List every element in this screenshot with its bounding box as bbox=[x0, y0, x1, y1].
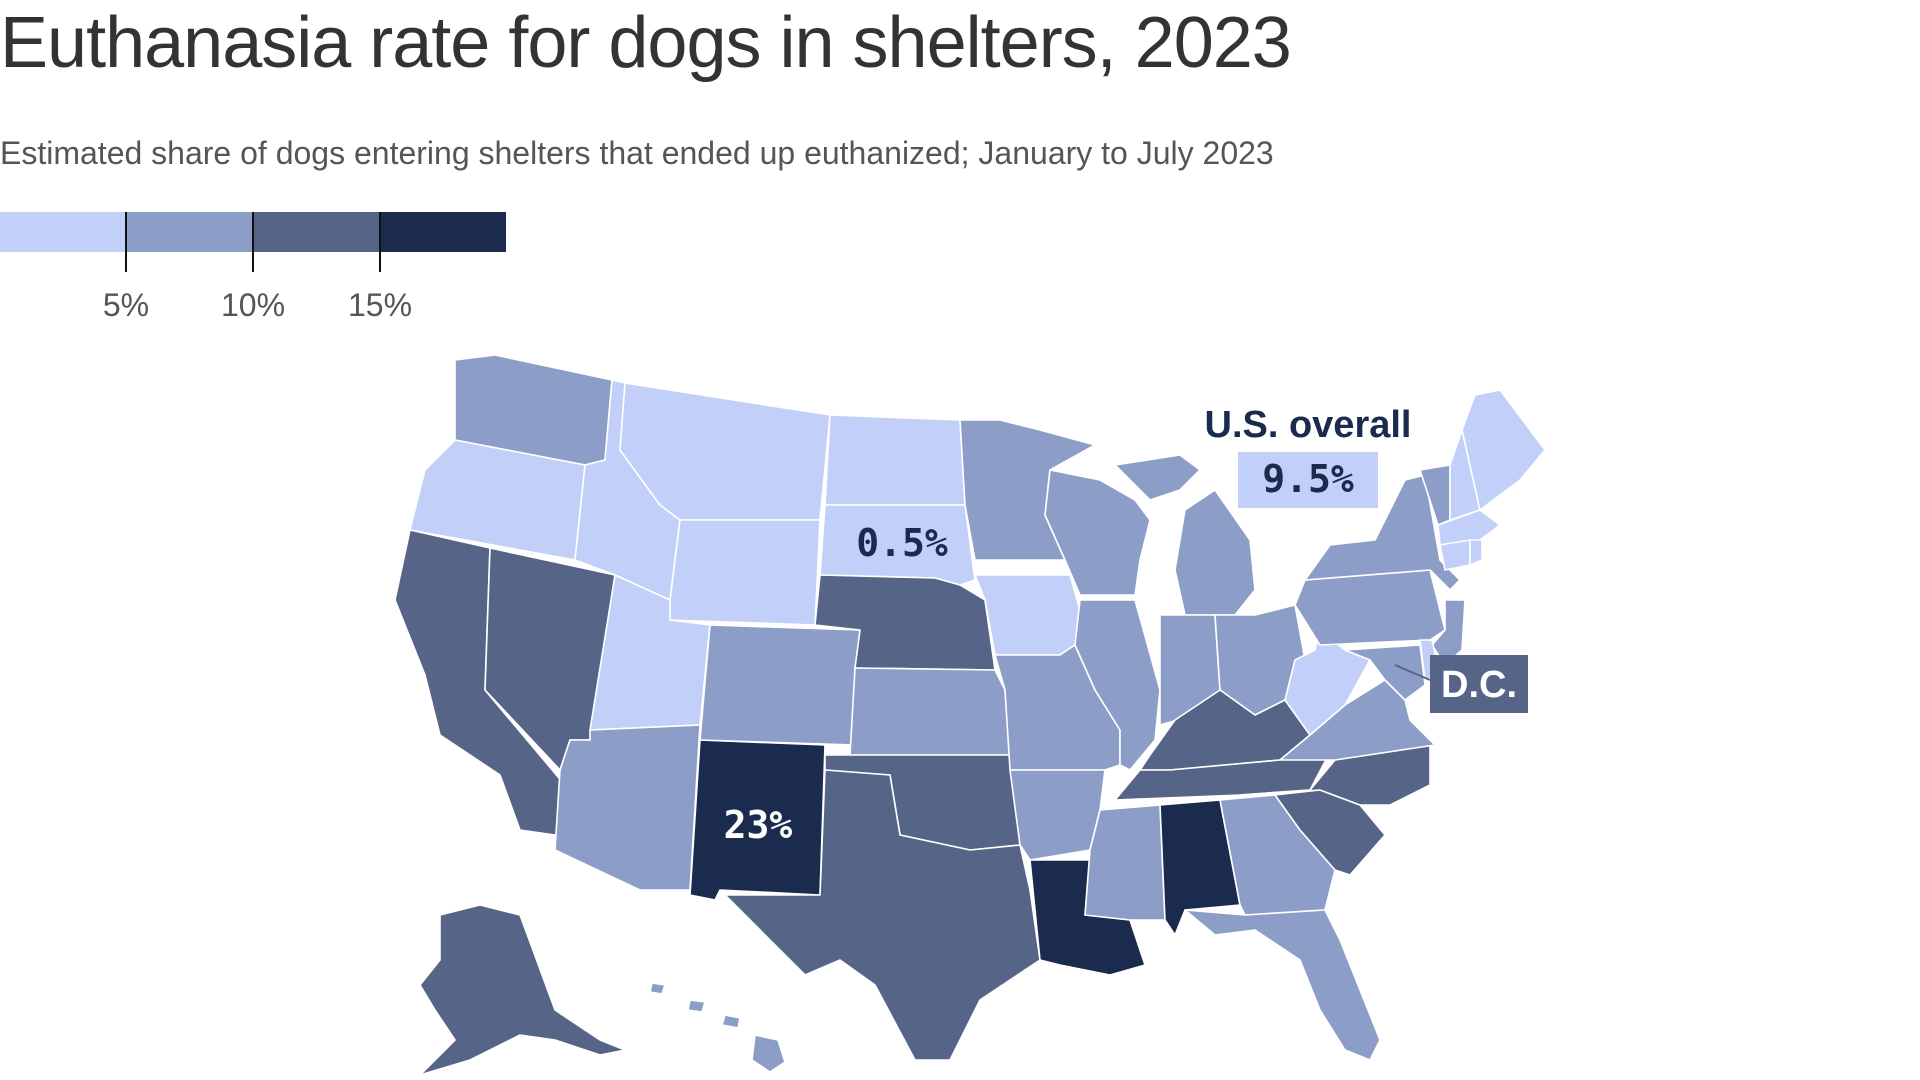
state-MI[interactable] bbox=[1114, 454, 1256, 616]
legend-tick-label-2: 10% bbox=[221, 287, 285, 323]
legend-bin-3 bbox=[253, 212, 380, 252]
state-MS[interactable] bbox=[1084, 804, 1166, 921]
state-PA[interactable] bbox=[1294, 569, 1446, 646]
state-CT[interactable] bbox=[1439, 539, 1471, 571]
dc-label: D.C. bbox=[1441, 664, 1517, 706]
state-TX[interactable] bbox=[724, 769, 1041, 1061]
state-MD[interactable] bbox=[1344, 644, 1426, 701]
state-AZ[interactable] bbox=[554, 724, 701, 891]
state-ND[interactable] bbox=[824, 414, 966, 506]
sd-value-label: 0.5% bbox=[856, 521, 948, 565]
state-WY[interactable] bbox=[669, 519, 821, 626]
nm-value-label: 23% bbox=[724, 803, 793, 847]
legend-tick-label-1: 5% bbox=[103, 287, 149, 323]
state-OR[interactable] bbox=[409, 439, 586, 561]
state-AK[interactable] bbox=[419, 904, 626, 1076]
state-IL[interactable] bbox=[1074, 599, 1161, 771]
state-NC[interactable] bbox=[1239, 744, 1431, 806]
dc-label-box bbox=[1430, 655, 1528, 713]
state-WI[interactable] bbox=[1044, 469, 1151, 596]
state-NM[interactable] bbox=[689, 739, 826, 901]
legend-tick-label-3: 15% bbox=[348, 287, 412, 323]
us-overall-value-box bbox=[1238, 452, 1378, 508]
us-overall-label: U.S. overall bbox=[1205, 404, 1412, 446]
state-FL[interactable] bbox=[1184, 909, 1381, 1061]
color-legend: 5% 10% 15% bbox=[0, 212, 506, 323]
us-overall-value: 9.5% bbox=[1262, 457, 1354, 501]
state-HI[interactable] bbox=[649, 982, 786, 1073]
chart-title: Euthanasia rate for dogs in shelters, 20… bbox=[0, 3, 1292, 83]
state-CO[interactable] bbox=[699, 624, 861, 746]
legend-bin-4 bbox=[380, 212, 506, 252]
state-KS[interactable] bbox=[849, 667, 1011, 756]
chart-subtitle: Estimated share of dogs entering shelter… bbox=[0, 135, 1274, 171]
legend-bin-2 bbox=[126, 212, 253, 252]
dc-leader-line bbox=[1394, 664, 1431, 681]
state-VA[interactable] bbox=[1279, 679, 1436, 761]
state-MA[interactable] bbox=[1437, 509, 1501, 546]
state-NY[interactable] bbox=[1304, 474, 1461, 591]
state-RI[interactable] bbox=[1469, 539, 1483, 566]
legend-bin-1 bbox=[0, 212, 126, 252]
state-TN[interactable] bbox=[1114, 751, 1331, 801]
